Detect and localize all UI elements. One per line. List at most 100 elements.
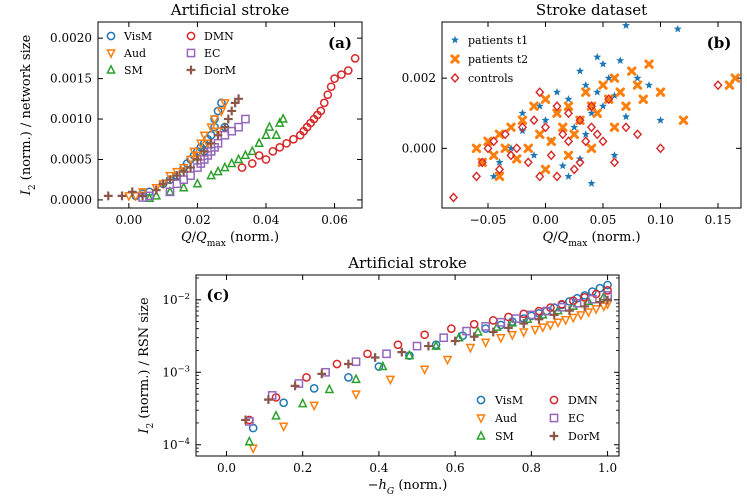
- data-point: [213, 165, 223, 176]
- data-point: [575, 157, 585, 168]
- legend-marker: [549, 413, 559, 423]
- data-point: [540, 164, 551, 175]
- data-point: [178, 181, 189, 192]
- data-point: [603, 286, 612, 295]
- data-point: [271, 129, 282, 139]
- data-point: [489, 150, 499, 161]
- data-point: [621, 101, 631, 111]
- x-tick-label: 0.04: [253, 213, 280, 227]
- data-point: [530, 151, 538, 159]
- data-point: [209, 115, 220, 125]
- panel-label: (c): [206, 286, 229, 304]
- data-point: [656, 116, 665, 124]
- data-point: [241, 114, 250, 124]
- data-point: [179, 167, 189, 177]
- data-point: [512, 143, 522, 154]
- data-point: [609, 73, 620, 83]
- panel-c: 0.0 0.2 0.4 0.6 0.8 1.0 10−4 10−3 10−2 Artificial…: [137, 254, 620, 497]
- data-point: [103, 191, 113, 201]
- data-point: [535, 102, 544, 110]
- data-point: [186, 171, 195, 181]
- legend-marker: [186, 65, 196, 75]
- data-point: [572, 298, 582, 308]
- chart-title: Stroke dataset: [536, 1, 647, 19]
- data-point: [326, 82, 336, 92]
- data-point: [655, 143, 666, 154]
- data-point: [227, 106, 237, 116]
- data-point: [151, 189, 162, 200]
- data-point: [206, 138, 216, 148]
- data-point: [529, 115, 539, 126]
- panel-a: 0.00 0.02 0.04 0.06 0.0000 0.0005 0.0010 0.0015…: [19, 1, 363, 249]
- panel-label: (b): [707, 34, 732, 52]
- series-patients-t2: [471, 59, 740, 182]
- data-point: [247, 145, 258, 156]
- series-aud: [248, 300, 613, 454]
- data-point: [216, 107, 227, 117]
- legend-label: patients t1: [468, 34, 528, 47]
- legend-label: Aud: [123, 47, 146, 60]
- data-point: [621, 122, 631, 133]
- data-point: [178, 163, 189, 174]
- data-point: [523, 143, 533, 154]
- data-point: [377, 360, 388, 371]
- legend-label: SM: [495, 430, 514, 443]
- data-point: [439, 333, 449, 343]
- data-point: [644, 59, 654, 69]
- data-point: [565, 306, 574, 315]
- data-point: [151, 185, 161, 195]
- data-point: [420, 330, 429, 340]
- data-point: [632, 129, 643, 140]
- data-point: [206, 169, 216, 180]
- series-patients-t1: [489, 21, 682, 187]
- data-point: [302, 373, 311, 382]
- data-point: [193, 155, 202, 164]
- data-point: [248, 444, 258, 454]
- data-point: [206, 123, 216, 134]
- legend-marker: [106, 64, 116, 74]
- panel-label: (a): [328, 34, 352, 52]
- data-point: [382, 349, 391, 359]
- data-point: [518, 328, 529, 338]
- data-point: [535, 87, 545, 98]
- data-point: [165, 175, 175, 185]
- legend-marker: [451, 35, 459, 44]
- data-point: [593, 52, 602, 61]
- x-tick-label: 0.6: [446, 461, 465, 475]
- data-point: [592, 129, 602, 140]
- data-point: [261, 129, 271, 139]
- data-point: [609, 122, 620, 132]
- data-point: [330, 74, 339, 83]
- data-point: [309, 401, 319, 412]
- data-point: [397, 347, 407, 357]
- data-point: [309, 384, 319, 393]
- chart-title: Artificial stroke: [347, 254, 467, 272]
- data-point: [192, 151, 203, 162]
- data-point: [268, 147, 278, 156]
- data-point: [540, 122, 551, 133]
- data-point: [254, 151, 264, 160]
- data-point: [151, 184, 162, 194]
- data-point: [220, 99, 230, 109]
- data-point: [138, 191, 147, 201]
- data-point: [282, 138, 291, 148]
- data-point: [553, 87, 561, 96]
- data-point: [448, 192, 459, 203]
- data-point: [604, 94, 614, 105]
- data-point: [172, 167, 182, 178]
- data-point: [540, 94, 551, 104]
- legend-marker: [106, 49, 116, 59]
- data-point: [316, 106, 326, 116]
- data-point: [279, 398, 288, 408]
- data-point: [530, 325, 540, 336]
- data-point: [586, 122, 597, 133]
- data-point: [494, 164, 505, 175]
- legend-label: SM: [124, 64, 143, 77]
- x-tick-label: 0.10: [647, 213, 674, 227]
- data-point: [519, 319, 529, 328]
- data-point: [598, 80, 608, 90]
- legend-label: Aud: [494, 412, 517, 425]
- data-point: [481, 324, 490, 334]
- data-point: [519, 309, 529, 319]
- data-point: [192, 177, 203, 188]
